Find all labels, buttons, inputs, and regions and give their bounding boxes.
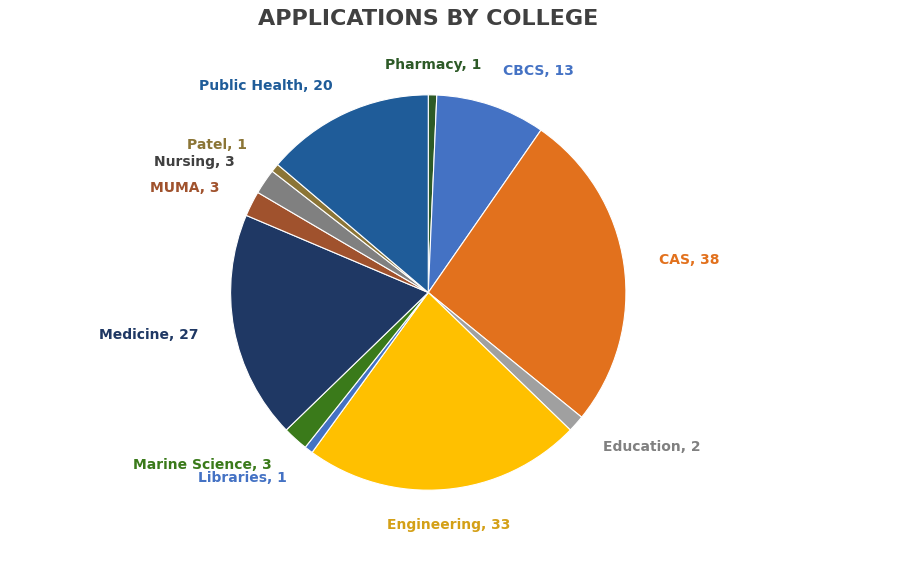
Wedge shape bbox=[428, 95, 541, 293]
Title: APPLICATIONS BY COLLEGE: APPLICATIONS BY COLLEGE bbox=[258, 9, 599, 28]
Text: Nursing, 3: Nursing, 3 bbox=[155, 154, 235, 169]
Text: Education, 2: Education, 2 bbox=[602, 440, 700, 454]
Text: Libraries, 1: Libraries, 1 bbox=[198, 471, 287, 485]
Wedge shape bbox=[428, 95, 437, 293]
Text: Marine Science, 3: Marine Science, 3 bbox=[133, 458, 272, 472]
Wedge shape bbox=[305, 293, 428, 453]
Wedge shape bbox=[230, 215, 428, 430]
Wedge shape bbox=[246, 193, 428, 293]
Text: Public Health, 20: Public Health, 20 bbox=[199, 79, 332, 93]
Text: Patel, 1: Patel, 1 bbox=[187, 139, 247, 152]
Text: Medicine, 27: Medicine, 27 bbox=[99, 328, 199, 343]
Wedge shape bbox=[428, 293, 582, 430]
Wedge shape bbox=[273, 165, 428, 293]
Wedge shape bbox=[312, 293, 570, 490]
Wedge shape bbox=[286, 293, 428, 447]
Wedge shape bbox=[258, 171, 428, 293]
Text: Engineering, 33: Engineering, 33 bbox=[387, 518, 510, 532]
Text: CBCS, 13: CBCS, 13 bbox=[503, 65, 574, 78]
Text: MUMA, 3: MUMA, 3 bbox=[150, 181, 220, 195]
Wedge shape bbox=[277, 95, 428, 293]
Text: Pharmacy, 1: Pharmacy, 1 bbox=[385, 59, 482, 72]
Text: CAS, 38: CAS, 38 bbox=[659, 253, 719, 267]
Wedge shape bbox=[428, 130, 626, 417]
